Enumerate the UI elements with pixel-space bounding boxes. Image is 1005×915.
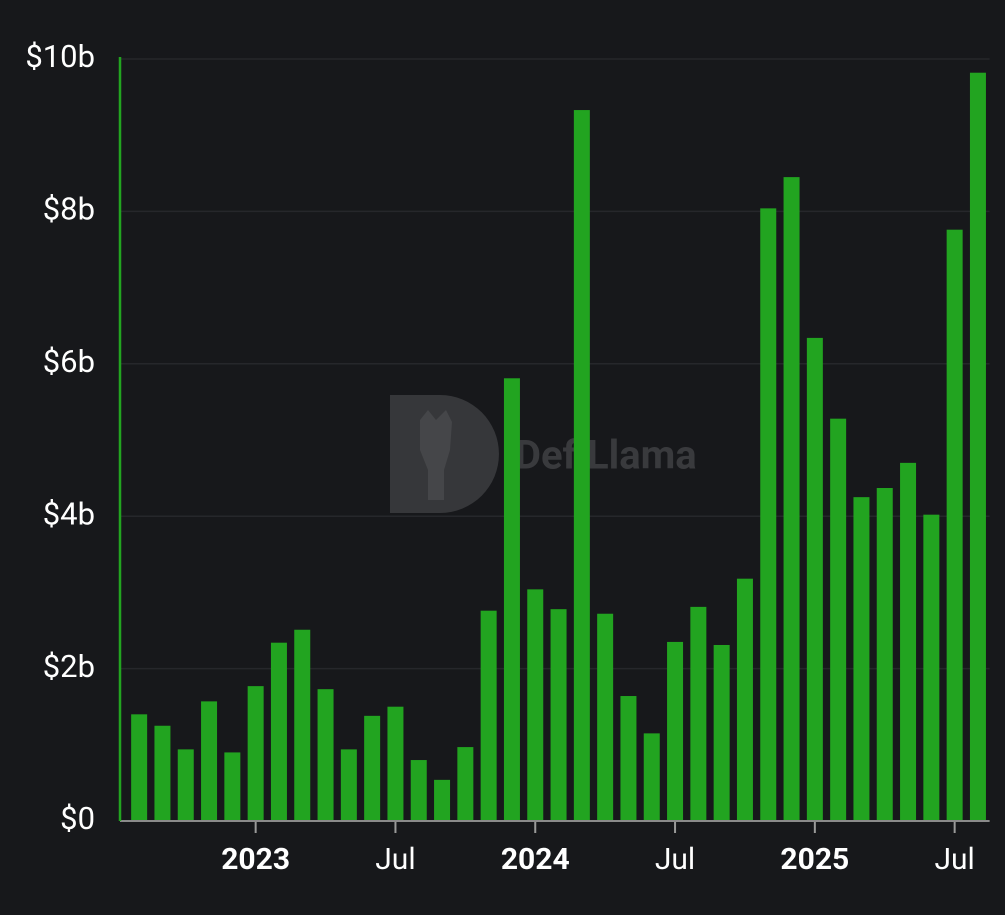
bar [294, 629, 311, 821]
bar [783, 177, 800, 822]
bar [201, 701, 218, 821]
bar [690, 606, 707, 821]
y-tick-label: $4b [43, 495, 95, 532]
x-tick-label: 2025 [780, 842, 849, 877]
bar [900, 462, 917, 821]
watermark: DefiLlama [390, 395, 697, 513]
bar [597, 613, 614, 821]
bar [573, 110, 590, 821]
bar [713, 644, 730, 821]
bar [923, 514, 940, 821]
y-tick-label: $8b [43, 191, 95, 228]
bar [643, 733, 660, 821]
x-tick-label: 2024 [501, 842, 570, 877]
y-tick-label: $2b [43, 648, 95, 685]
bar [527, 589, 544, 821]
x-tick-label: 2023 [221, 842, 290, 877]
bar [387, 706, 404, 821]
bar [224, 752, 241, 821]
bar [131, 714, 148, 821]
bar [364, 715, 381, 821]
bar [247, 686, 264, 821]
bar [340, 749, 357, 821]
bar [503, 378, 520, 821]
bar [317, 689, 334, 821]
bar [760, 208, 777, 822]
bar [434, 779, 451, 821]
watermark-text: DefiLlama [515, 432, 697, 479]
x-tick-label: Jul [934, 842, 974, 877]
bar [410, 760, 427, 821]
x-tick-label: Jul [655, 842, 695, 877]
bar [946, 229, 963, 822]
bar [853, 497, 870, 821]
bar [550, 609, 567, 821]
bar [457, 747, 474, 821]
bar [736, 578, 753, 821]
bar [154, 725, 171, 821]
bar [806, 337, 823, 821]
bar [620, 696, 637, 821]
y-tick-label: $10b [25, 38, 95, 75]
bar [177, 749, 194, 821]
x-tick-label: Jul [375, 842, 415, 877]
y-tick-label: $0 [60, 800, 95, 837]
bar [876, 488, 893, 821]
bar [969, 72, 986, 821]
watermark-llama [420, 410, 452, 500]
bar [270, 642, 287, 821]
bar [667, 641, 684, 821]
bar [480, 610, 497, 821]
y-tick-label: $6b [43, 343, 95, 380]
bar [830, 418, 847, 821]
